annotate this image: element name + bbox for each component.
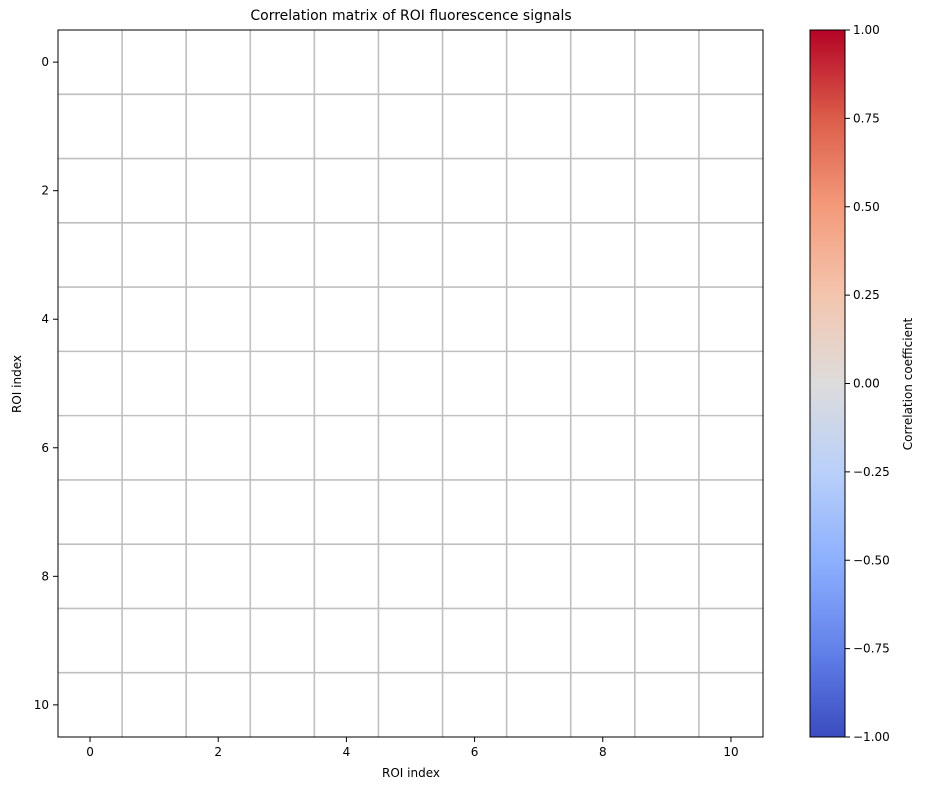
colorbar-tick-label: 0.00 (853, 377, 880, 391)
y-tick-label: 2 (41, 184, 49, 198)
y-tick-label: 6 (41, 441, 49, 455)
colorbar-tick-label: 1.00 (853, 23, 880, 37)
x-tick-label: 6 (471, 745, 479, 759)
colorbar-ticks: 1.00 0.75 0.50 0.25 0.00 −0.25 −0.50 −0.75 −1.00 (845, 23, 890, 744)
x-tick-label: 10 (723, 745, 738, 759)
y-axis-ticks: 0 2 4 6 8 10 (34, 55, 58, 712)
x-tick-label: 0 (86, 745, 94, 759)
colorbar-tick-label: 0.50 (853, 200, 880, 214)
heatmap-plot-area (58, 30, 763, 737)
colorbar-tick-label: −0.25 (853, 465, 890, 479)
colorbar-label: Correlation coefficient (901, 317, 915, 450)
y-tick-label: 10 (34, 698, 49, 712)
heatmap-gridlines (58, 30, 763, 737)
chart-title: Correlation matrix of ROI fluorescence s… (250, 8, 571, 24)
colorbar-tick-label: 0.75 (853, 111, 880, 125)
colorbar-tick-label: −0.75 (853, 642, 890, 656)
x-axis-ticks: 0 2 4 6 8 10 (86, 737, 739, 759)
colorbar-tick-label: −0.50 (853, 553, 890, 567)
y-axis-label: ROI index (10, 355, 24, 413)
y-tick-label: 4 (41, 312, 49, 326)
y-tick-label: 0 (41, 55, 49, 69)
x-tick-label: 8 (599, 745, 607, 759)
x-tick-label: 2 (214, 745, 222, 759)
colorbar (809, 29, 846, 738)
colorbar-tick-label: −1.00 (853, 730, 890, 744)
x-axis-label: ROI index (382, 766, 440, 780)
y-tick-label: 8 (41, 569, 49, 583)
x-tick-label: 4 (343, 745, 351, 759)
colorbar-tick-label: 0.25 (853, 288, 880, 302)
heatmap-frame (57, 29, 764, 738)
